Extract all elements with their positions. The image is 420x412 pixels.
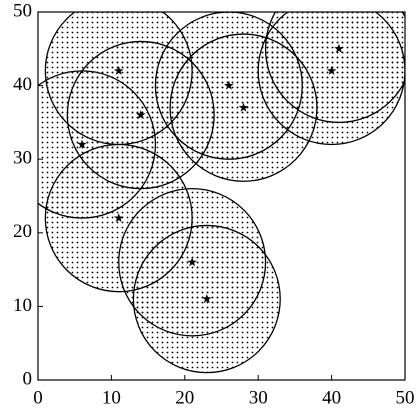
- y-tick-label: 30: [13, 148, 32, 169]
- coverage-circle: [118, 187, 267, 337]
- coverage-circle: [257, 12, 405, 146]
- coverage-circle: [264, 12, 405, 124]
- point: [202, 294, 212, 304]
- point: [113, 213, 124, 223]
- point: [187, 257, 197, 267]
- point: [113, 65, 124, 75]
- coverage-circle: [44, 143, 193, 293]
- x-tick-label: 30: [249, 387, 268, 408]
- x-tick-label: 50: [396, 387, 415, 408]
- coverage-outline: [38, 12, 405, 374]
- coverage-circle: [132, 224, 281, 374]
- x-tick-label: 20: [175, 387, 194, 408]
- y-tick-label: 20: [13, 221, 32, 242]
- y-tick-label: 50: [13, 0, 32, 21]
- coverage-circle: [154, 12, 303, 160]
- coverage-fill: [38, 12, 405, 373]
- point: [238, 102, 249, 112]
- y-tick-label: 40: [13, 74, 32, 95]
- plot-frame: [37, 11, 406, 381]
- point: [326, 65, 337, 75]
- x-tick-label: 10: [102, 387, 121, 408]
- plot: 0 10 20 30 40 50 0 10 20 30 40 50: [13, 0, 415, 408]
- point: [224, 80, 234, 90]
- coverage-area: [258, 12, 405, 145]
- x-tick-label: 0: [33, 387, 43, 408]
- coverage-circle: [38, 70, 157, 219]
- coverage-circle: [169, 33, 318, 182]
- y-tick-label: 0: [23, 368, 33, 389]
- point: [136, 110, 146, 120]
- x-tick-label: 40: [322, 387, 341, 408]
- point: [334, 43, 344, 53]
- y-tick-label: 10: [13, 295, 32, 316]
- point: [77, 139, 87, 149]
